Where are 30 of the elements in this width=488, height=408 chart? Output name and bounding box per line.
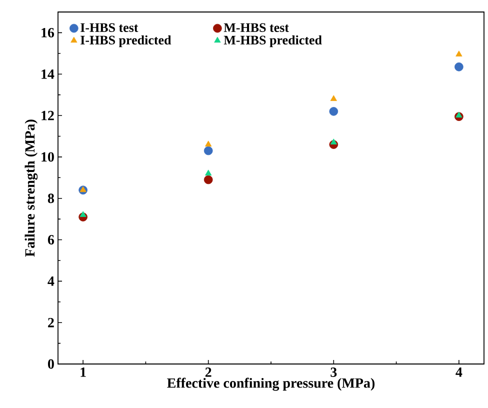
y-tick-label: 6	[48, 235, 54, 244]
point	[204, 146, 213, 156]
y-tick-label: 12	[42, 110, 54, 120]
y-tick-label: 4	[48, 276, 54, 286]
legend-label: M-HBS predicted	[224, 35, 322, 48]
y-tick-label: 16	[42, 28, 54, 38]
point	[204, 175, 213, 184]
legend-label: M-HBS test	[224, 23, 289, 32]
y-tick-label: 10	[42, 152, 54, 162]
point	[456, 50, 462, 56]
point	[80, 211, 86, 217]
point	[329, 106, 338, 116]
y-tick-label: 14	[42, 69, 54, 79]
legend-label: I-HBS test	[80, 23, 138, 32]
point	[205, 140, 212, 147]
y-axis-title: Failure strength (MPa)	[24, 120, 38, 257]
point	[456, 112, 462, 118]
y-tick-label: 2	[48, 318, 54, 328]
y-tick-label: 8	[48, 194, 54, 204]
y-tick-label: 0	[48, 359, 54, 369]
x-tick-label: 1	[80, 368, 86, 377]
point	[330, 95, 337, 101]
x-axis-title: Effective confining pressure (MPa)	[167, 378, 375, 391]
x-tick-label: 4	[456, 368, 462, 377]
point	[205, 170, 212, 176]
x-tick-label: 3	[330, 368, 337, 377]
point	[330, 138, 337, 144]
legend-label: I-HBS predicted	[80, 35, 172, 48]
point	[454, 62, 464, 72]
x-tick-label: 2	[205, 368, 212, 377]
